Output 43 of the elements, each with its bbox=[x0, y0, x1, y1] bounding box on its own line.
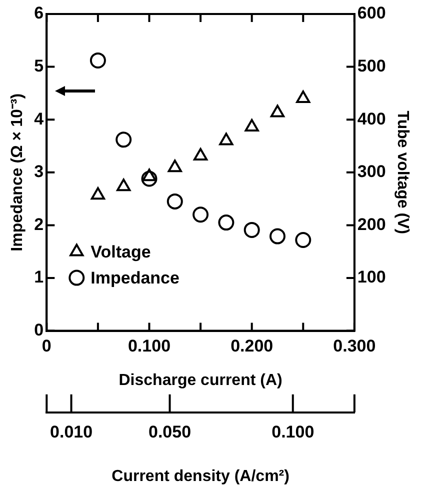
point bbox=[219, 132, 234, 146]
y2-tick-label: 600 bbox=[357, 4, 386, 23]
y-tick-label: 3 bbox=[34, 162, 44, 182]
x-axis-title: Discharge current (A) bbox=[118, 372, 282, 390]
x2-tick-label: 0.050 bbox=[148, 422, 192, 442]
point bbox=[168, 160, 182, 172]
x2-tick-label: 0.010 bbox=[50, 422, 93, 442]
point bbox=[116, 132, 132, 148]
point bbox=[244, 118, 259, 132]
y-tick-label: 0 bbox=[34, 320, 44, 340]
point bbox=[90, 187, 106, 200]
y-tick-label: 1 bbox=[34, 268, 44, 287]
y2-axis-title: Tube voltage (V) bbox=[394, 110, 411, 234]
y-tick-label: 6 bbox=[34, 4, 44, 23]
y-tick-label: 4 bbox=[34, 109, 44, 128]
x2-tick-label: 0.100 bbox=[272, 422, 314, 442]
y2-tick-label: 400 bbox=[357, 109, 386, 128]
y2-tick-label: 200 bbox=[357, 214, 386, 234]
point bbox=[193, 148, 208, 161]
point bbox=[90, 52, 106, 68]
x2-axis-title: Current density (A/cm²) bbox=[112, 468, 290, 485]
point bbox=[270, 104, 285, 118]
x-tick-label: 0.100 bbox=[128, 336, 171, 356]
y-tick-label: 2 bbox=[34, 214, 44, 234]
point bbox=[142, 168, 156, 182]
point bbox=[166, 193, 183, 210]
y2-tick-label: 300 bbox=[357, 162, 386, 182]
y-tick-label: 5 bbox=[34, 56, 44, 76]
point bbox=[218, 214, 234, 231]
point bbox=[116, 178, 131, 192]
y2-tick-label: 500 bbox=[357, 56, 386, 76]
y-axis-title: Impedance (Ω × 10⁻³) bbox=[9, 93, 26, 252]
y2-tick-label: 100 bbox=[357, 268, 386, 287]
point bbox=[141, 170, 158, 187]
legend-label: Impedance bbox=[90, 268, 180, 288]
x-tick-label: 0.300 bbox=[333, 336, 376, 356]
point bbox=[296, 90, 310, 103]
x-tick-label: 0.200 bbox=[230, 336, 274, 356]
point bbox=[269, 228, 286, 244]
point bbox=[192, 206, 209, 223]
point bbox=[244, 222, 260, 238]
point bbox=[295, 232, 312, 248]
legend-label: Voltage bbox=[90, 242, 151, 262]
